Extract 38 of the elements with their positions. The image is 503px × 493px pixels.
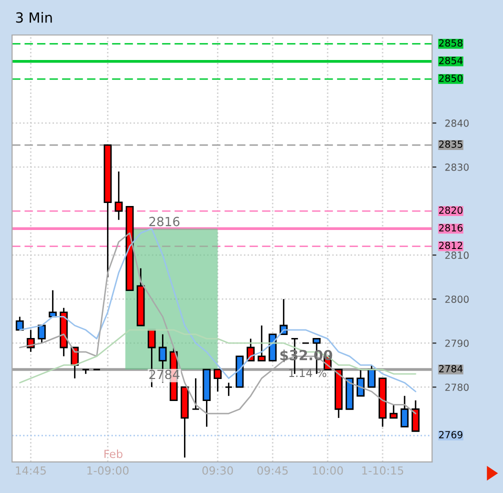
candlestick	[368, 364, 376, 388]
candlestick	[412, 400, 420, 432]
y-tick-label: 2780	[445, 384, 469, 391]
y-tick-label: 2830	[445, 164, 469, 171]
ref-line-label: 2816	[439, 224, 463, 232]
y-tick-label: 2840	[445, 120, 469, 127]
ref-line-label: 2769	[439, 431, 462, 438]
candlestick	[390, 404, 398, 419]
x-tick-label: 10:00	[312, 466, 343, 475]
annotation: 2784	[149, 370, 180, 380]
x-tick-label: 1-10:15	[362, 466, 404, 475]
candlestick	[38, 324, 46, 344]
ref-line-label: 2812	[439, 242, 462, 250]
ref-line-label: 2850	[439, 74, 462, 82]
y-tick-label: 2800	[445, 296, 469, 303]
candlestick	[400, 395, 409, 428]
candlestick	[192, 378, 200, 410]
x-tick-label: 1-09:00	[87, 466, 129, 475]
ref-line-label: 2820	[439, 206, 462, 214]
y-tick-label: 2810	[445, 252, 469, 259]
candlestick	[356, 368, 365, 397]
ref-line-label: 2858	[439, 39, 462, 47]
ref-line-label: 2835	[439, 140, 462, 148]
annotation: 1.14 %	[289, 368, 326, 378]
y-tick-label: 2790	[445, 340, 469, 347]
annotation: 2816	[149, 216, 180, 226]
annotation: Feb	[104, 449, 122, 458]
candlestick	[16, 316, 24, 331]
candlestick	[224, 382, 233, 397]
x-tick-label: 14:45	[16, 466, 46, 475]
ref-line-label: 2784	[439, 364, 463, 372]
candlestick	[214, 368, 222, 392]
x-tick-label: 09:30	[202, 466, 233, 475]
x-tick-label: 09:45	[257, 466, 288, 475]
candlestick	[258, 324, 266, 362]
chart-title: 3 Min	[16, 12, 52, 23]
ref-line-label: 2854	[439, 56, 463, 64]
candlestick	[114, 170, 123, 221]
